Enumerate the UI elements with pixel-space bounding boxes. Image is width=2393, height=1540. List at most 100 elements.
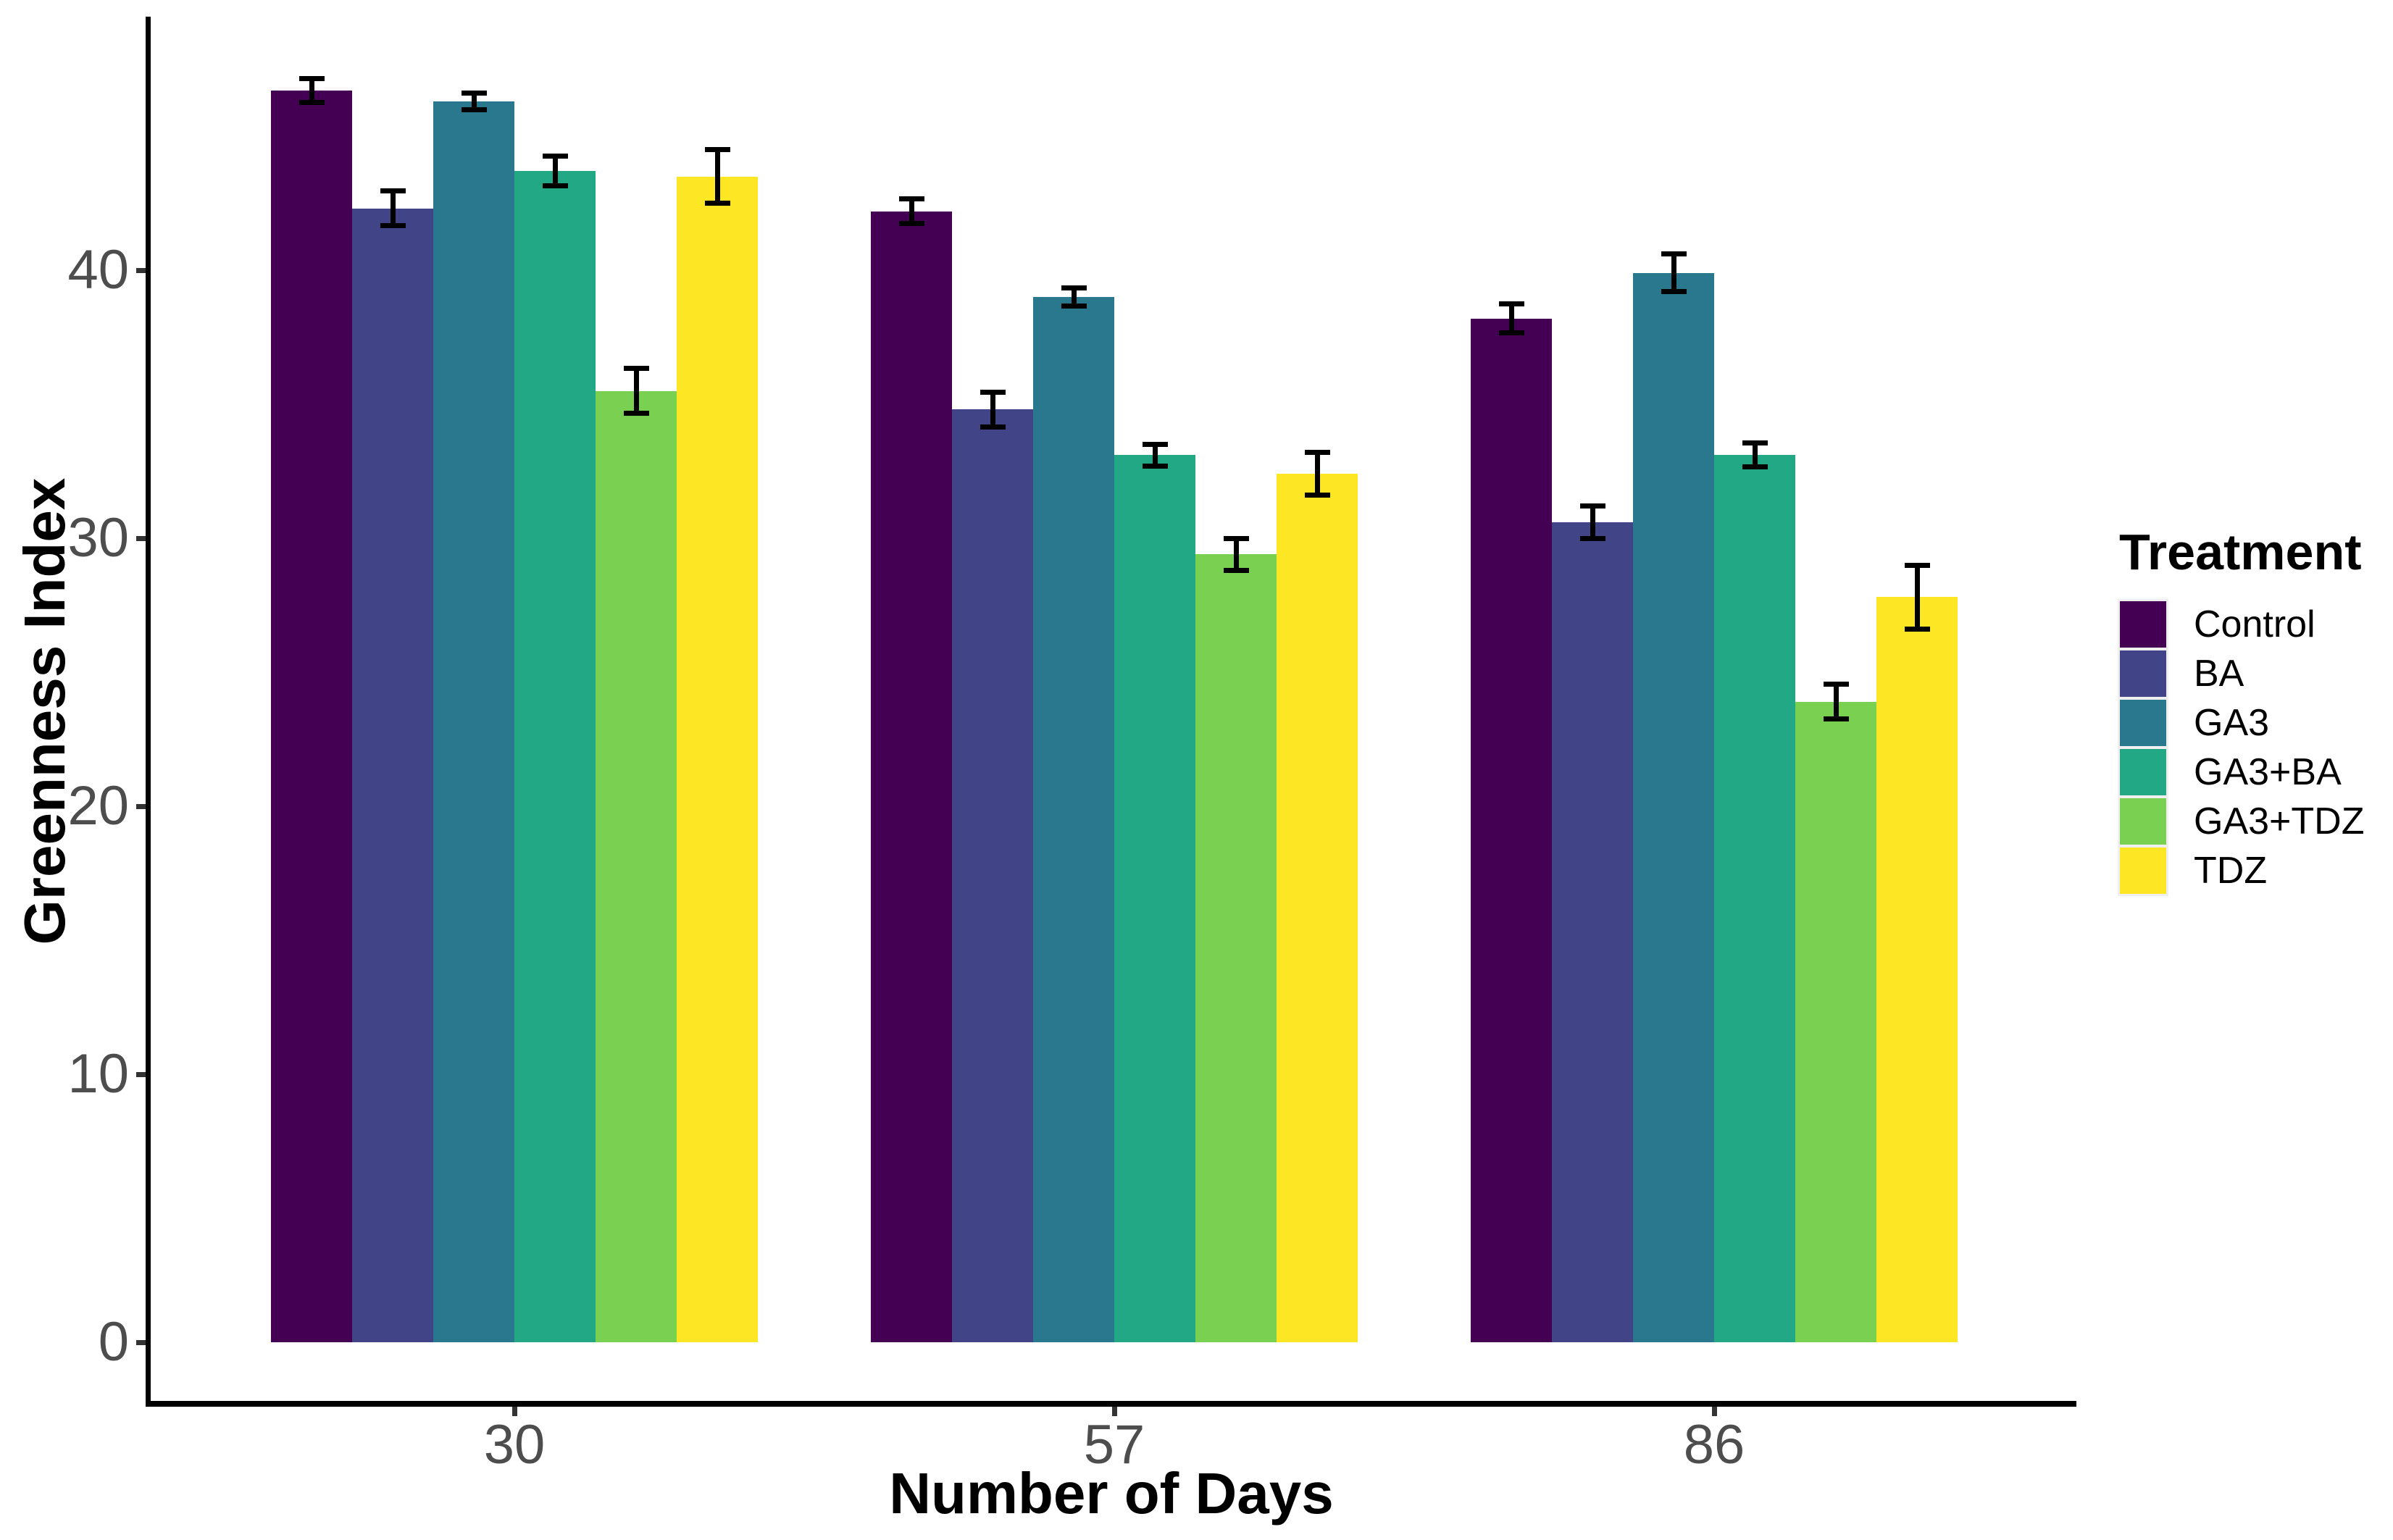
x-axis-line	[146, 1401, 2076, 1407]
errorbar-ga3-tdz-30-stem	[633, 368, 639, 414]
x-tick-label-30: 30	[483, 1414, 546, 1476]
bar-ga3-30	[433, 101, 514, 1342]
errorbar-ba-30-cap-top	[380, 188, 406, 194]
x-tick-label-86: 86	[1683, 1414, 1745, 1476]
bar-ga3-57	[1033, 297, 1114, 1342]
bar-tdz-86	[1876, 597, 1958, 1342]
y-tick-30	[136, 535, 146, 541]
errorbar-ba-30-stem	[390, 191, 396, 226]
errorbar-tdz-57-cap-bottom	[1304, 493, 1330, 498]
bar-control-57	[871, 211, 952, 1342]
errorbar-ga3-86-cap-bottom	[1661, 289, 1687, 295]
bar-ba-86	[1552, 522, 1633, 1342]
errorbar-ga3-tdz-30-cap-top	[623, 365, 649, 371]
errorbar-ba-86-cap-top	[1579, 503, 1605, 509]
bar-control-30	[271, 91, 352, 1342]
errorbar-ga3-86-cap-top	[1661, 251, 1687, 257]
bar-ba-30	[352, 208, 433, 1342]
errorbar-control-30-cap-top	[298, 75, 325, 81]
x-tick-86	[1711, 1407, 1717, 1416]
errorbar-control-30-cap-bottom	[298, 100, 325, 106]
errorbar-tdz-30-cap-bottom	[704, 201, 730, 206]
legend-swatch-ga3	[2118, 698, 2168, 748]
errorbar-ba-57-stem	[990, 392, 995, 427]
errorbar-ga3-86-stem	[1671, 254, 1676, 292]
errorbar-ga3-tdz-57-cap-top	[1223, 535, 1249, 541]
errorbar-ba-57-cap-bottom	[980, 424, 1006, 430]
errorbar-ga3-tdz-30-cap-bottom	[623, 411, 649, 417]
errorbar-control-30-stem	[309, 78, 314, 103]
legend-label-ga3-tdz: GA3+TDZ	[2194, 800, 2365, 842]
errorbar-tdz-86-cap-top	[1904, 562, 1930, 568]
bar-ga3-tdz-57	[1195, 554, 1277, 1342]
errorbar-ga3-ba-86-stem	[1752, 443, 1758, 467]
errorbar-ga3-ba-86-cap-bottom	[1742, 464, 1768, 470]
errorbar-tdz-30-cap-top	[704, 147, 730, 152]
bar-tdz-30	[677, 176, 758, 1342]
x-tick-label-57: 57	[1083, 1414, 1145, 1476]
errorbar-tdz-30-stem	[714, 149, 720, 204]
y-axis-line	[146, 17, 151, 1407]
bar-ga3-ba-86	[1714, 455, 1795, 1342]
errorbar-ga3-ba-86-cap-top	[1742, 440, 1768, 446]
errorbar-control-57-cap-top	[898, 196, 924, 202]
legend-swatch-control	[2118, 599, 2168, 650]
y-tick-0	[136, 1339, 146, 1345]
y-tick-40	[136, 267, 146, 273]
errorbar-ga3-ba-57-stem	[1152, 444, 1158, 466]
y-tick-label-40: 40	[67, 239, 129, 301]
errorbar-ba-86-stem	[1590, 506, 1595, 538]
errorbar-ga3-30-cap-bottom	[461, 106, 487, 112]
y-tick-label-20: 20	[67, 775, 129, 837]
bar-ga3-ba-30	[514, 171, 596, 1342]
errorbar-ga3-ba-57-cap-bottom	[1142, 463, 1168, 469]
x-axis-title: Number of Days	[889, 1461, 1334, 1526]
legend-label-tdz: TDZ	[2194, 850, 2268, 892]
errorbar-ga3-tdz-86-stem	[1833, 684, 1839, 719]
legend-swatch-ga3-ba	[2118, 747, 2168, 798]
bar-ga3-tdz-30	[596, 390, 677, 1342]
errorbar-control-86-stem	[1508, 304, 1514, 333]
legend-swatch-ga3-tdz	[2118, 796, 2168, 847]
errorbar-ga3-ba-30-cap-top	[542, 154, 568, 159]
errorbar-ga3-ba-30-cap-bottom	[542, 183, 568, 188]
errorbar-ga3-ba-57-cap-top	[1142, 442, 1168, 447]
errorbar-tdz-86-stem	[1914, 565, 1920, 629]
legend-swatch-ba	[2118, 648, 2168, 699]
legend-label-control: Control	[2194, 603, 2315, 645]
errorbar-ga3-30-stem	[471, 93, 477, 109]
bar-ba-57	[952, 409, 1033, 1342]
legend-label-ba: BA	[2194, 653, 2244, 695]
errorbar-tdz-57-stem	[1314, 452, 1320, 495]
errorbar-ga3-tdz-57-stem	[1233, 538, 1239, 571]
y-tick-label-30: 30	[67, 507, 129, 569]
legend-swatch-tdz	[2118, 845, 2168, 896]
errorbar-control-57-cap-bottom	[898, 220, 924, 226]
bar-control-86	[1471, 318, 1552, 1342]
x-tick-57	[1111, 1407, 1117, 1416]
errorbar-ga3-tdz-86-cap-top	[1823, 682, 1849, 687]
bar-ga3-tdz-86	[1795, 701, 1876, 1342]
errorbar-ga3-tdz-57-cap-bottom	[1223, 567, 1249, 573]
errorbar-control-86-cap-bottom	[1498, 330, 1524, 336]
errorbar-tdz-86-cap-bottom	[1904, 627, 1930, 632]
errorbar-ga3-57-cap-bottom	[1061, 304, 1087, 309]
bar-ga3-ba-57	[1114, 455, 1195, 1342]
bar-tdz-57	[1277, 474, 1358, 1342]
errorbar-ga3-ba-30-stem	[552, 156, 558, 186]
errorbar-control-86-cap-top	[1498, 301, 1524, 306]
y-tick-10	[136, 1071, 146, 1077]
bar-ga3-86	[1633, 272, 1714, 1342]
errorbar-ba-57-cap-top	[980, 389, 1006, 395]
y-tick-20	[136, 803, 146, 809]
y-tick-label-0: 0	[98, 1311, 129, 1373]
legend-label-ga3-ba: GA3+BA	[2194, 751, 2342, 793]
errorbar-ga3-57-stem	[1071, 288, 1077, 306]
errorbar-ba-30-cap-bottom	[380, 223, 406, 229]
errorbar-control-57-stem	[909, 198, 914, 224]
errorbar-ga3-30-cap-top	[461, 91, 487, 96]
errorbar-tdz-57-cap-top	[1304, 450, 1330, 456]
errorbar-ga3-57-cap-top	[1061, 285, 1087, 290]
y-tick-label-10: 10	[67, 1043, 129, 1105]
